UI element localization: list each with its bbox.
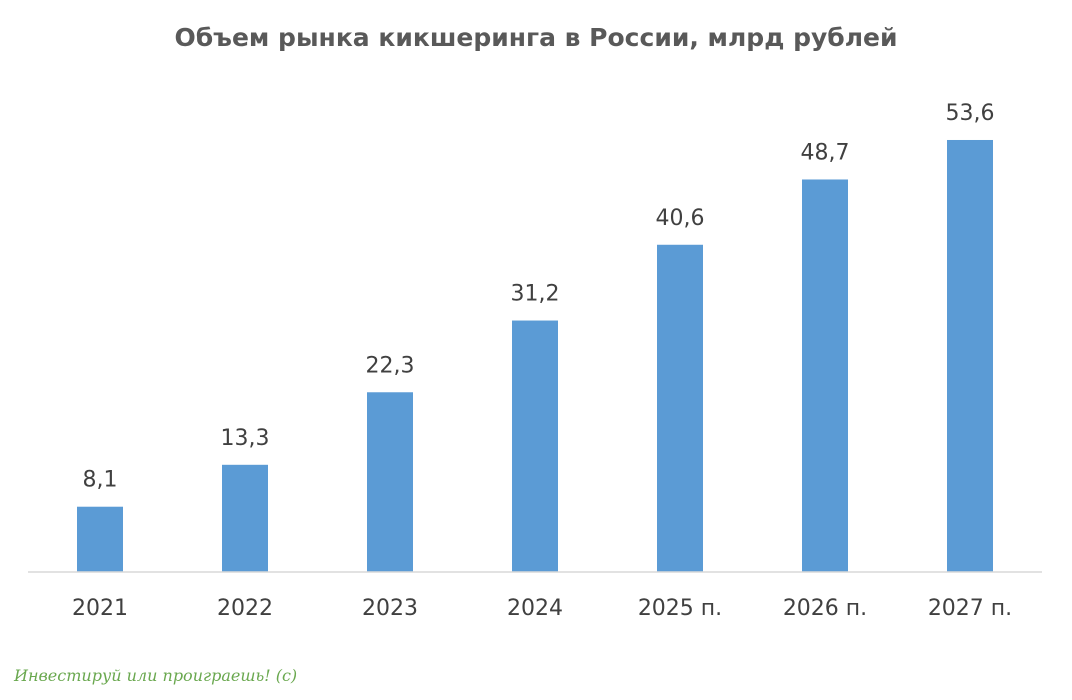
x-tick-label: 2024 (507, 596, 563, 621)
data-label: 8,1 (83, 468, 118, 493)
x-tick-label: 2025 п. (638, 596, 722, 621)
chart-title: Объем рынка кикшеринга в России, млрд ру… (174, 23, 897, 52)
x-tick-label: 2022 (217, 596, 273, 621)
x-axis-tick-labels: 2021 2022 2023 2024 2025 п. 2026 п. 2027 п. (72, 596, 1012, 621)
bar-2024 (512, 320, 558, 572)
x-tick-label: 2026 п. (783, 596, 867, 621)
x-tick-label: 2021 (72, 596, 128, 621)
data-label: 53,6 (946, 101, 995, 126)
watermark-text: Инвестируй или проиграешь! (с) (14, 666, 298, 685)
bar-2025 (657, 244, 703, 573)
data-label: 40,6 (656, 206, 705, 231)
data-labels: 8,1 13,3 22,3 31,2 40,6 48,7 53,6 (83, 101, 995, 493)
bar-series (77, 139, 993, 573)
bar-2023 (367, 392, 413, 572)
bar-2026 (802, 179, 848, 572)
bar-2027 (947, 139, 993, 572)
x-tick-label: 2023 (362, 596, 418, 621)
data-label: 48,7 (801, 140, 850, 165)
bar-2021 (77, 506, 123, 572)
data-label: 22,3 (366, 353, 415, 378)
data-label: 31,2 (511, 282, 560, 307)
bar-2022 (222, 464, 268, 572)
x-tick-label: 2027 п. (928, 596, 1012, 621)
data-label: 13,3 (221, 426, 270, 451)
